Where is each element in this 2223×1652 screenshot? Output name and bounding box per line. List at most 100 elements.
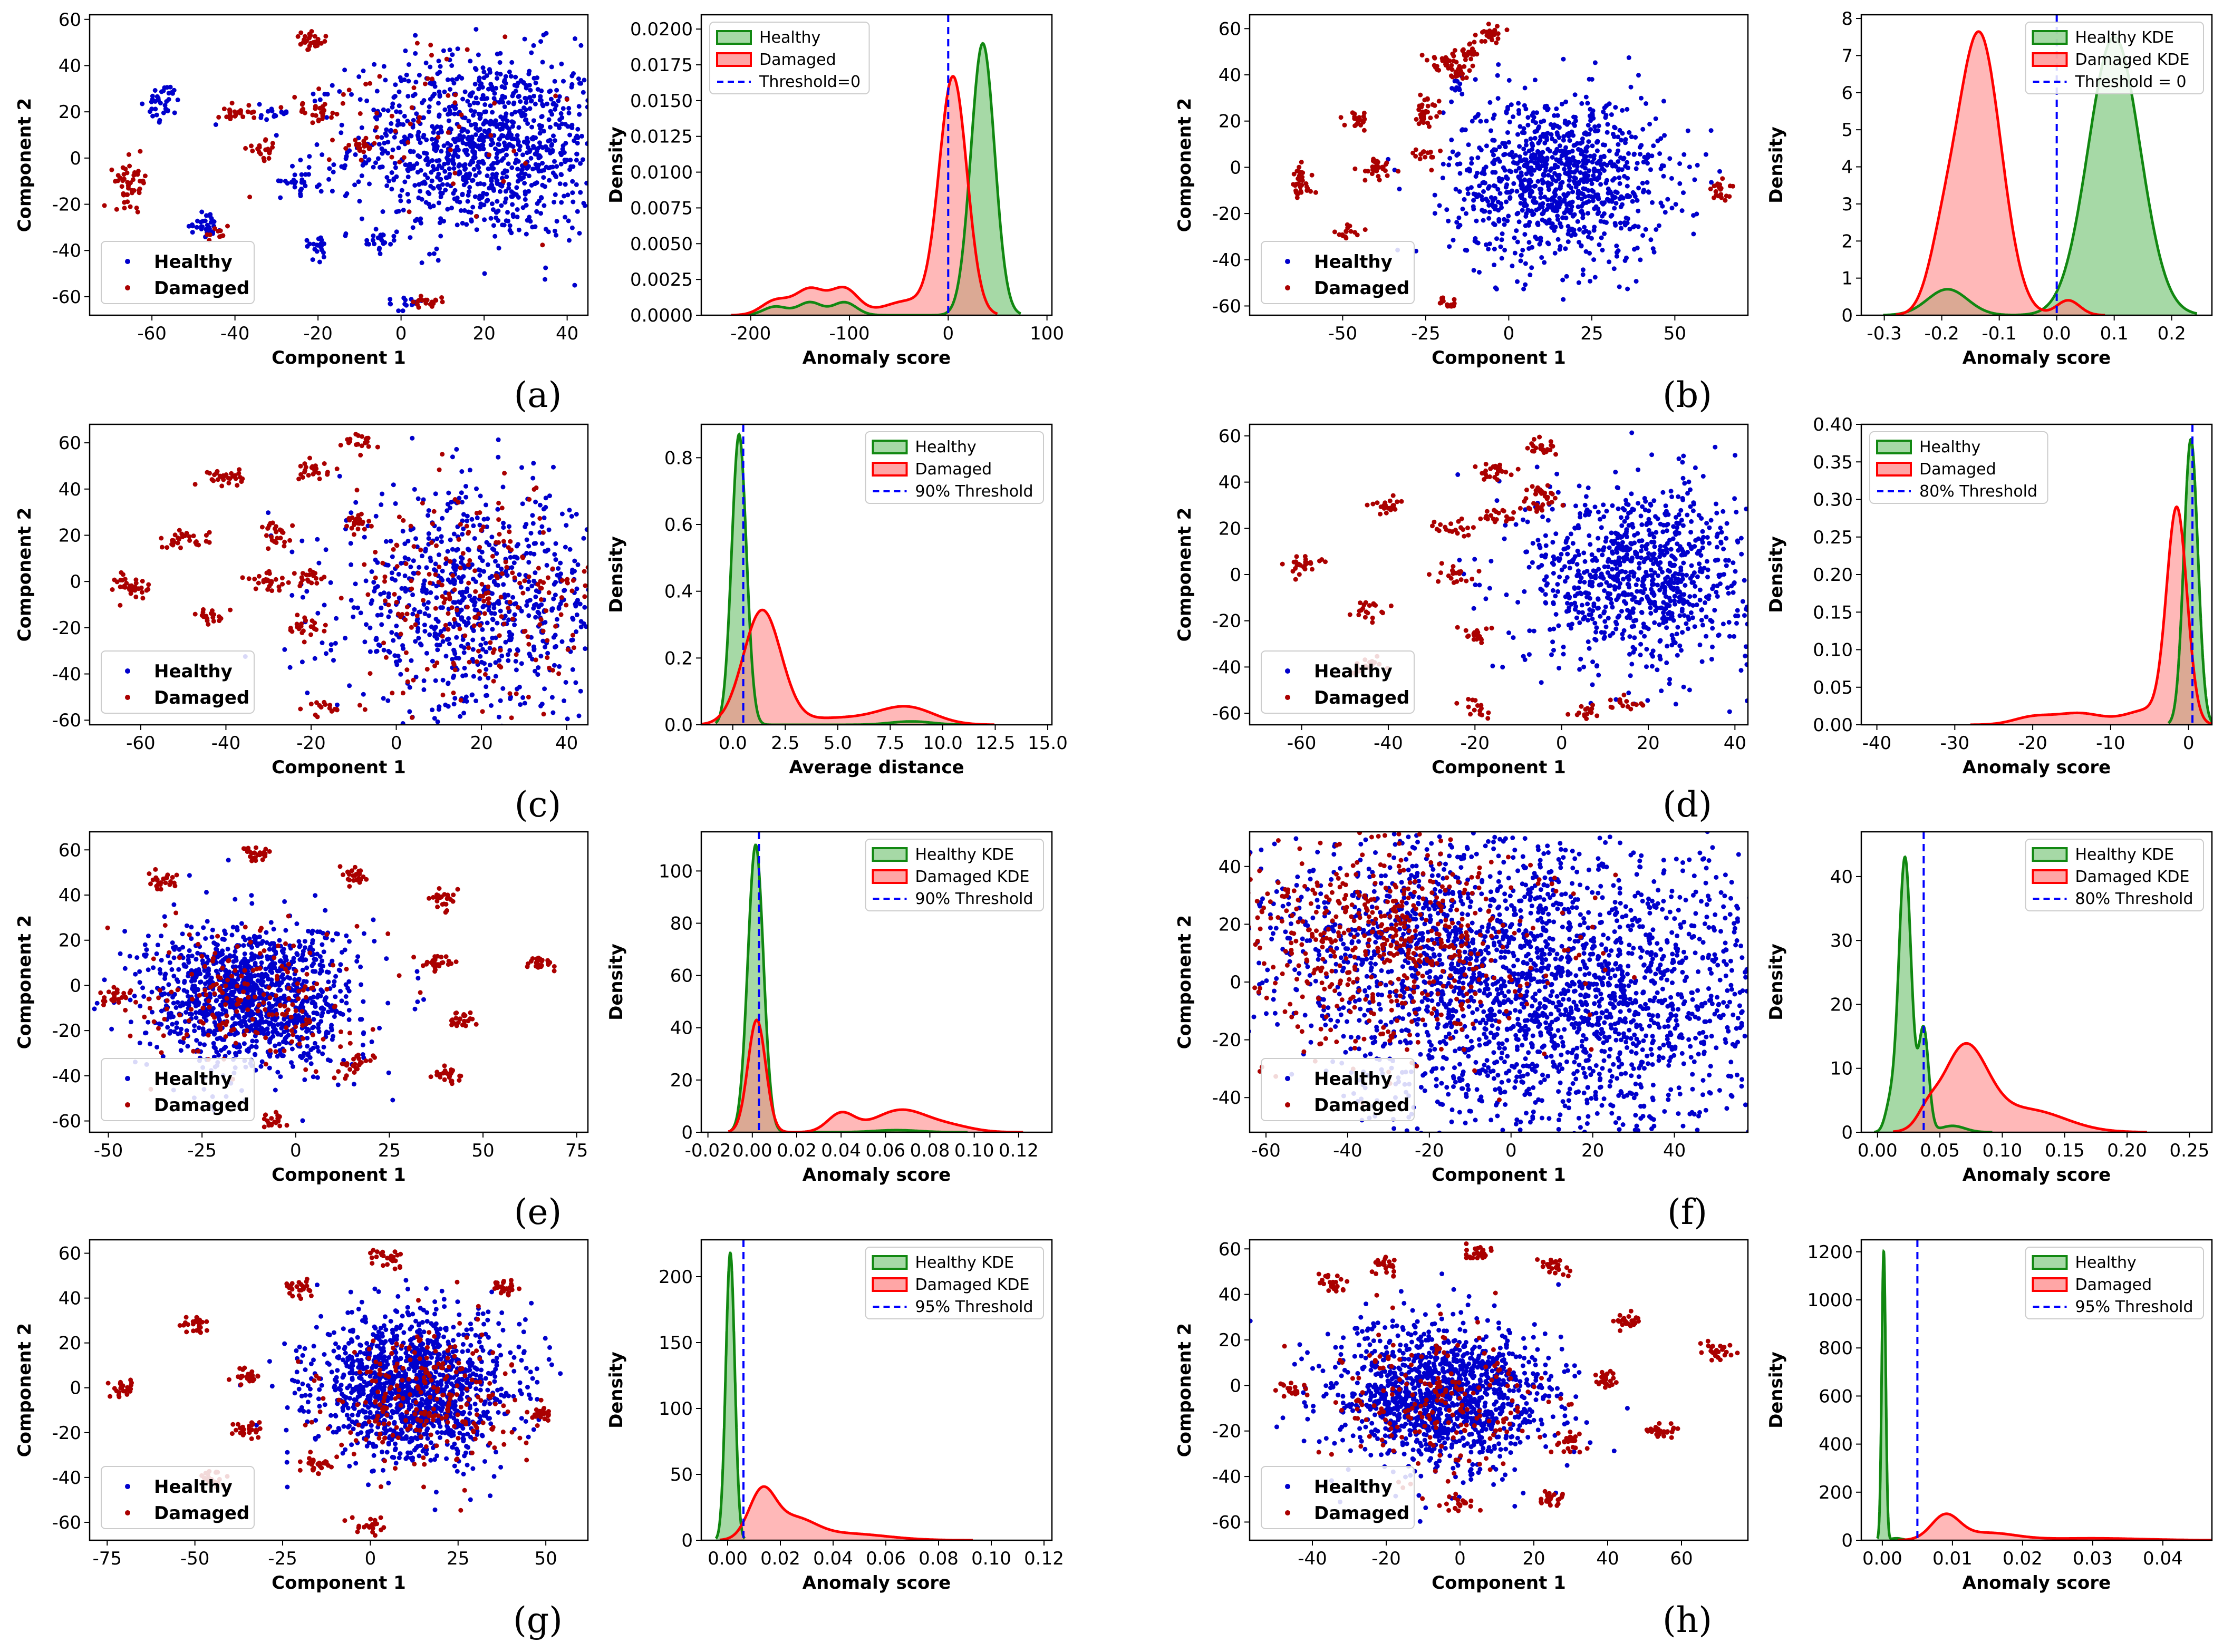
healthy-point <box>417 73 422 78</box>
healthy-point <box>484 684 489 689</box>
healthy-point <box>439 534 444 539</box>
healthy-point <box>372 62 377 67</box>
damaged-point <box>207 232 212 237</box>
damaged-point <box>553 93 558 99</box>
healthy-point <box>1596 597 1601 602</box>
damaged-point <box>540 242 545 248</box>
healthy-point <box>1638 152 1643 157</box>
healthy-point <box>1578 656 1583 662</box>
x-tick-label: 25 <box>1580 323 1603 344</box>
healthy-point <box>312 247 317 252</box>
healthy-point <box>1524 211 1529 216</box>
y-tick-label: -60 <box>52 710 81 731</box>
healthy-point <box>470 149 476 154</box>
healthy-point <box>373 513 379 519</box>
damaged-point <box>1451 59 1456 64</box>
healthy-point <box>1575 219 1580 224</box>
y-tick-label: 0.0125 <box>630 127 693 148</box>
healthy-point <box>285 181 290 186</box>
x-axis-label: Average distance <box>789 757 964 778</box>
healthy-point <box>478 654 483 659</box>
healthy-point <box>460 592 465 598</box>
damaged-point <box>1424 57 1429 63</box>
healthy-point <box>516 139 521 144</box>
healthy-point <box>452 139 458 144</box>
damaged-point <box>323 34 328 39</box>
healthy-point <box>1588 127 1593 132</box>
damaged-point <box>227 108 233 113</box>
healthy-point <box>507 69 512 74</box>
healthy-point <box>552 663 557 668</box>
healthy-point <box>1733 613 1738 618</box>
healthy-point <box>543 265 548 270</box>
healthy-point <box>498 189 502 194</box>
healthy-point <box>1572 175 1577 180</box>
healthy-point <box>432 84 438 89</box>
healthy-point <box>1528 209 1533 214</box>
damaged-point <box>383 598 388 604</box>
damaged-point <box>609 503 614 508</box>
healthy-point <box>1457 171 1463 176</box>
healthy-point <box>1539 163 1544 169</box>
damaged-point <box>1495 31 1501 36</box>
healthy-point <box>1580 272 1586 277</box>
healthy-point <box>409 658 414 663</box>
healthy-point <box>207 226 212 231</box>
healthy-point <box>1432 192 1437 198</box>
healthy-point <box>1662 133 1667 138</box>
healthy-point <box>439 539 444 545</box>
damaged-point <box>477 545 482 550</box>
healthy-point <box>1750 697 1754 702</box>
healthy-point <box>502 595 507 600</box>
healthy-point <box>598 599 603 604</box>
healthy-point <box>479 549 485 555</box>
healthy-point <box>385 108 391 113</box>
healthy-point <box>528 551 533 556</box>
healthy-point <box>466 616 471 621</box>
damaged-point <box>526 574 531 579</box>
healthy-point <box>205 222 210 228</box>
healthy-point <box>467 594 472 599</box>
healthy-point <box>1539 255 1544 260</box>
healthy-point <box>578 688 583 694</box>
healthy-point <box>1604 509 1609 514</box>
damaged-point <box>297 584 303 589</box>
healthy-point <box>1590 143 1595 149</box>
healthy-point <box>434 158 440 163</box>
legend-damaged-marker <box>1285 285 1290 290</box>
damaged-point <box>523 161 528 166</box>
healthy-point <box>438 216 443 221</box>
healthy-point <box>1521 147 1526 152</box>
plot-frame <box>1249 14 1749 316</box>
healthy-point <box>1440 176 1445 181</box>
healthy-point <box>455 757 460 762</box>
healthy-point <box>1668 489 1674 494</box>
healthy-point <box>1437 203 1442 208</box>
healthy-point <box>440 516 445 521</box>
healthy-point <box>380 151 385 156</box>
healthy-point <box>545 650 550 656</box>
damaged-point <box>360 434 364 439</box>
healthy-point <box>1638 513 1644 519</box>
healthy-point <box>572 283 577 288</box>
healthy-point <box>1582 225 1587 230</box>
damaged-point <box>593 579 597 584</box>
healthy-point <box>494 171 499 177</box>
healthy-point <box>1551 554 1556 559</box>
damaged-point <box>373 550 378 555</box>
damaged-point <box>292 94 297 100</box>
healthy-point <box>451 702 457 707</box>
damaged-point <box>369 523 374 529</box>
healthy-point <box>498 698 503 703</box>
damaged-point <box>269 588 275 594</box>
damaged-point <box>1352 230 1357 235</box>
healthy-point <box>1541 180 1546 185</box>
healthy-point <box>1739 551 1744 557</box>
healthy-point <box>562 150 567 155</box>
damaged-point <box>109 167 114 172</box>
healthy-point <box>1590 616 1595 621</box>
damaged-point <box>205 618 210 624</box>
healthy-point <box>433 625 438 630</box>
healthy-point <box>402 113 407 119</box>
healthy-point <box>1533 120 1539 125</box>
